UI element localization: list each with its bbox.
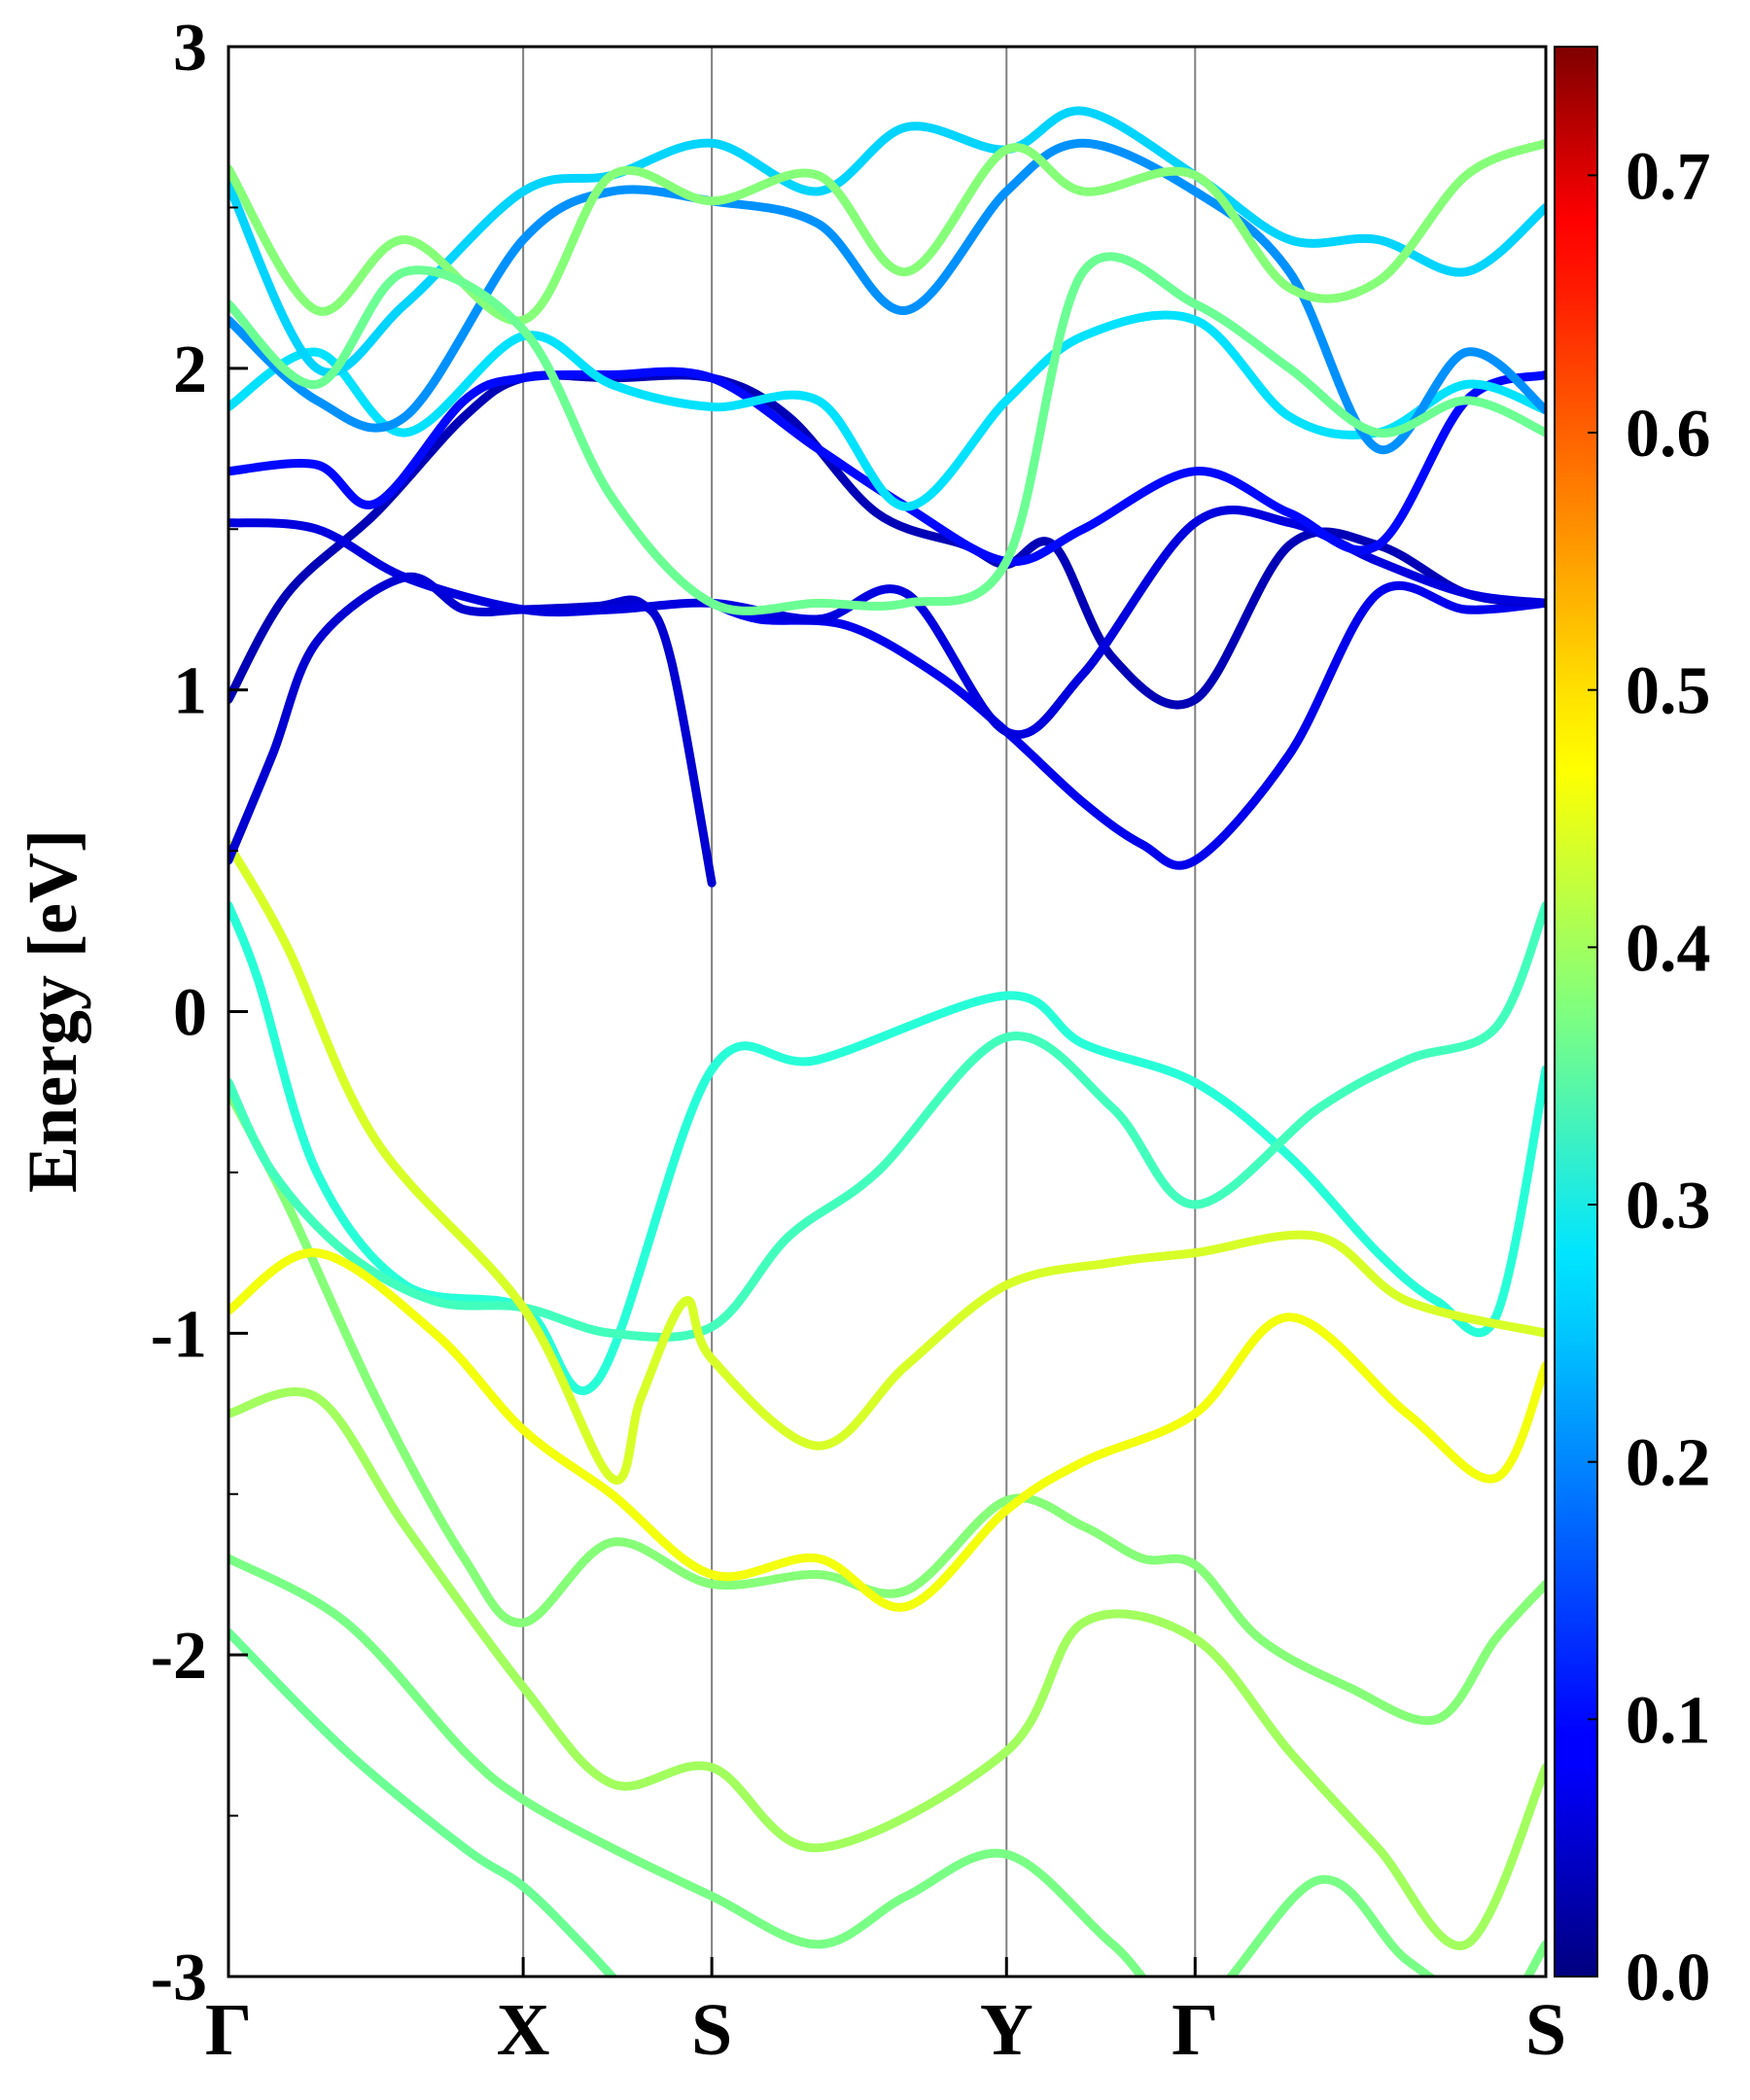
high-symmetry-lines [522, 47, 1197, 1977]
kpoint-label: S [1525, 1989, 1566, 2071]
y-axis-label: Energy [eV] [14, 829, 91, 1193]
kpoint-label: Y [980, 1989, 1033, 2071]
colorbar-ticks: 0.0 0.1 0.2 0.3 0.4 0.5 0.6 0.7 [1588, 139, 1711, 2015]
colorbar-tick-label: 0.2 [1626, 1426, 1711, 1501]
y-tick-label: -2 [151, 1619, 207, 1694]
y-tick-label: 0 [173, 976, 207, 1051]
band-6 [228, 1387, 1546, 1950]
colorbar [1554, 46, 1598, 1978]
band-18 [228, 252, 1546, 615]
band-11 [228, 370, 1546, 710]
colorbar-tick-label: 0.6 [1626, 397, 1711, 472]
band-8 [228, 1628, 618, 1977]
kpoint-label: Γ [1172, 1989, 1218, 2071]
colorbar-tick-label: 0.4 [1626, 911, 1711, 986]
y-tick-label: 3 [173, 11, 207, 86]
band-2 [228, 900, 1546, 1395]
colorbar-tick-label: 0.3 [1626, 1169, 1711, 1243]
band-4 [228, 839, 1546, 1485]
y-tick-label: -3 [151, 1941, 207, 2015]
colorbar-tick-label: 0.5 [1626, 654, 1711, 729]
y-tick-label: -1 [151, 1297, 207, 1372]
band-5 [228, 1248, 1546, 1612]
colorbar-tick-label: 0.1 [1626, 1683, 1711, 1758]
band-14 [228, 310, 1546, 511]
band-9 [228, 572, 717, 888]
band-1 [228, 1087, 1546, 1726]
band-16 [228, 106, 1546, 377]
y-tick-label: 1 [173, 654, 207, 729]
band-7 [228, 1554, 1546, 1977]
band-17 [228, 138, 1546, 326]
band-10 [707, 580, 1546, 870]
colorbar-tick-label: 0.0 [1626, 1941, 1711, 2015]
y-axis: -3 -2 -1 0 1 2 3 [151, 11, 248, 2015]
kpoint-label: Γ [205, 1989, 252, 2071]
band-lines [228, 106, 1546, 1977]
kpoint-label: S [691, 1989, 732, 2071]
band-3 [228, 900, 1546, 1342]
kpoint-label: X [497, 1989, 550, 2071]
colorbar-tick-label: 0.7 [1626, 139, 1711, 214]
y-tick-label: 2 [173, 332, 207, 407]
